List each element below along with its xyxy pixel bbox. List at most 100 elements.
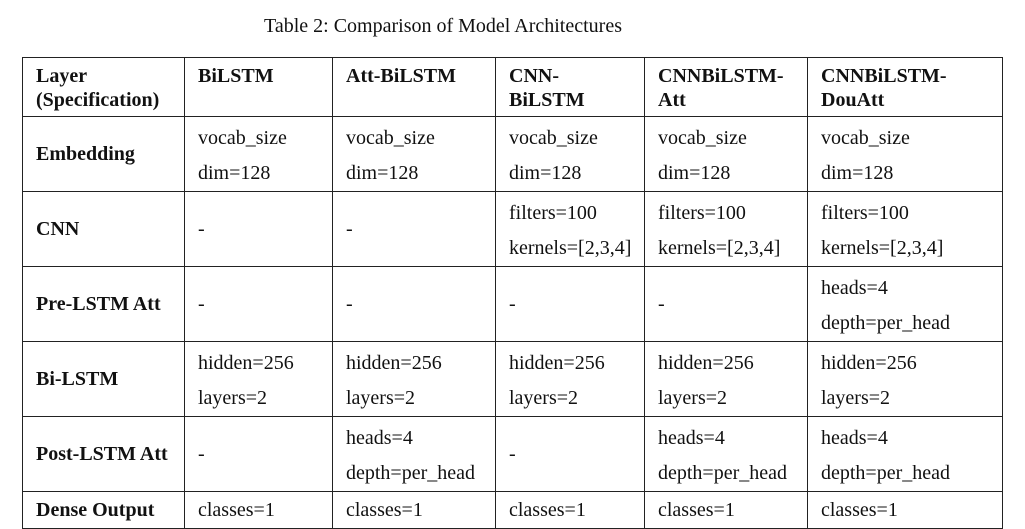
table-body: Embedding vocab_size dim=128 vocab_size dim=… — [22, 116, 1003, 529]
row-label: Post-LSTM Att — [22, 416, 185, 492]
table-row: Post-LSTM Att - heads=4 depth=per_head - head… — [22, 416, 1003, 492]
cell-text: depth=per_head — [821, 462, 951, 484]
table-cell: hidden=256 layers=2 — [184, 341, 333, 417]
cell-text: heads=4 — [658, 427, 725, 449]
cell-text: - — [658, 292, 665, 315]
cell-text: classes=1 — [821, 498, 898, 521]
table-cell: - — [184, 266, 333, 342]
table-cell: - — [495, 266, 645, 342]
cell-text: vocab_size — [346, 127, 435, 149]
table-cell: classes=1 — [184, 491, 333, 529]
row-label: Dense Output — [22, 491, 185, 529]
table-cell: filters=100 kernels=[2,3,4] — [644, 191, 808, 267]
cell-text: depth=per_head — [658, 462, 788, 484]
row-label: CNN — [22, 191, 185, 267]
header-text: Att — [658, 89, 686, 111]
header-cnnbilstm-att: CNNBiLSTM- Att — [644, 57, 808, 117]
cell-text: layers=2 — [509, 387, 579, 409]
cell-text: vocab_size — [658, 127, 747, 149]
cell-text: dim=128 — [821, 162, 894, 184]
header-text: Att-BiLSTM — [346, 65, 456, 87]
table-caption: Table 2: Comparison of Model Architectur… — [264, 15, 622, 37]
cell-text: depth=per_head — [821, 312, 951, 334]
cell-text: kernels=[2,3,4] — [821, 237, 944, 259]
cell-text: - — [346, 292, 353, 315]
header-text: CNNBiLSTM- — [658, 65, 784, 87]
row-label: Bi-LSTM — [22, 341, 185, 417]
cell-text: filters=100 — [658, 202, 746, 224]
cell-text: layers=2 — [198, 387, 268, 409]
table-cell: vocab_size dim=128 — [184, 116, 333, 192]
header-text: Layer — [36, 65, 88, 87]
table-cell: heads=4 depth=per_head — [807, 266, 1003, 342]
cell-text: depth=per_head — [346, 462, 476, 484]
table-cell: hidden=256 layers=2 — [332, 341, 496, 417]
cell-text: vocab_size — [198, 127, 287, 149]
header-text: (Specification) — [36, 89, 160, 111]
cell-text: filters=100 — [821, 202, 909, 224]
table-cell: vocab_size dim=128 — [644, 116, 808, 192]
cell-text: vocab_size — [509, 127, 598, 149]
cell-text: hidden=256 — [198, 352, 294, 374]
header-cnn-bilstm: CNN- BiLSTM — [495, 57, 645, 117]
cell-text: classes=1 — [346, 498, 423, 521]
cell-text: hidden=256 — [509, 352, 605, 374]
table-row: Pre-LSTM Att - - - - heads=4 depth=per_head — [22, 266, 1003, 342]
header-text: BiLSTM — [509, 89, 585, 111]
cell-text: dim=128 — [658, 162, 731, 184]
cell-text: layers=2 — [821, 387, 891, 409]
table-cell: hidden=256 layers=2 — [644, 341, 808, 417]
header-text: CNN- — [509, 65, 559, 87]
table-cell: classes=1 — [644, 491, 808, 529]
table-cell: hidden=256 layers=2 — [807, 341, 1003, 417]
table-cell: filters=100 kernels=[2,3,4] — [495, 191, 645, 267]
cell-text: - — [198, 442, 205, 465]
cell-text: classes=1 — [198, 498, 275, 521]
cell-text: filters=100 — [509, 202, 597, 224]
architecture-comparison-table: Layer (Specification) BiLSTM Att-BiLSTM … — [22, 57, 1003, 529]
cell-text: - — [346, 217, 353, 240]
table-cell: - — [184, 191, 333, 267]
cell-text: hidden=256 — [346, 352, 442, 374]
header-text: BiLSTM — [198, 65, 274, 87]
cell-text: classes=1 — [658, 498, 735, 521]
table-row: CNN - - filters=100 kernels=[2,3,4] filters=1… — [22, 191, 1003, 267]
table-row: Bi-LSTM hidden=256 layers=2 hidden=256 layer… — [22, 341, 1003, 417]
table-cell: vocab_size dim=128 — [495, 116, 645, 192]
table-cell: hidden=256 layers=2 — [495, 341, 645, 417]
header-text: CNNBiLSTM- — [821, 65, 947, 87]
table-cell: classes=1 — [807, 491, 1003, 529]
table-cell: filters=100 kernels=[2,3,4] — [807, 191, 1003, 267]
cell-text: heads=4 — [821, 427, 888, 449]
header-layer: Layer (Specification) — [22, 57, 185, 117]
cell-text: kernels=[2,3,4] — [658, 237, 781, 259]
cell-text: - — [198, 292, 205, 315]
cell-text: dim=128 — [509, 162, 582, 184]
table-cell: - — [332, 191, 496, 267]
row-label: Embedding — [22, 116, 185, 192]
table-cell: - — [495, 416, 645, 492]
table-cell: - — [184, 416, 333, 492]
cell-text: dim=128 — [198, 162, 271, 184]
table-cell: heads=4 depth=per_head — [644, 416, 808, 492]
header-bilstm: BiLSTM — [184, 57, 333, 117]
table-cell: classes=1 — [332, 491, 496, 529]
table-cell: - — [332, 266, 496, 342]
table-cell: vocab_size dim=128 — [332, 116, 496, 192]
cell-text: hidden=256 — [821, 352, 917, 374]
cell-text: - — [509, 442, 516, 465]
header-att-bilstm: Att-BiLSTM — [332, 57, 496, 117]
cell-text: vocab_size — [821, 127, 910, 149]
table-cell: heads=4 depth=per_head — [807, 416, 1003, 492]
cell-text: dim=128 — [346, 162, 419, 184]
cell-text: hidden=256 — [658, 352, 754, 374]
cell-text: heads=4 — [346, 427, 413, 449]
cell-text: layers=2 — [658, 387, 728, 409]
cell-text: layers=2 — [346, 387, 416, 409]
cell-text: - — [198, 217, 205, 240]
table-cell: heads=4 depth=per_head — [332, 416, 496, 492]
row-label: Pre-LSTM Att — [22, 266, 185, 342]
header-row: Layer (Specification) BiLSTM Att-BiLSTM … — [22, 57, 1003, 117]
header-cnnbilstm-douatt: CNNBiLSTM- DouAtt — [807, 57, 1003, 117]
cell-text: classes=1 — [509, 498, 586, 521]
